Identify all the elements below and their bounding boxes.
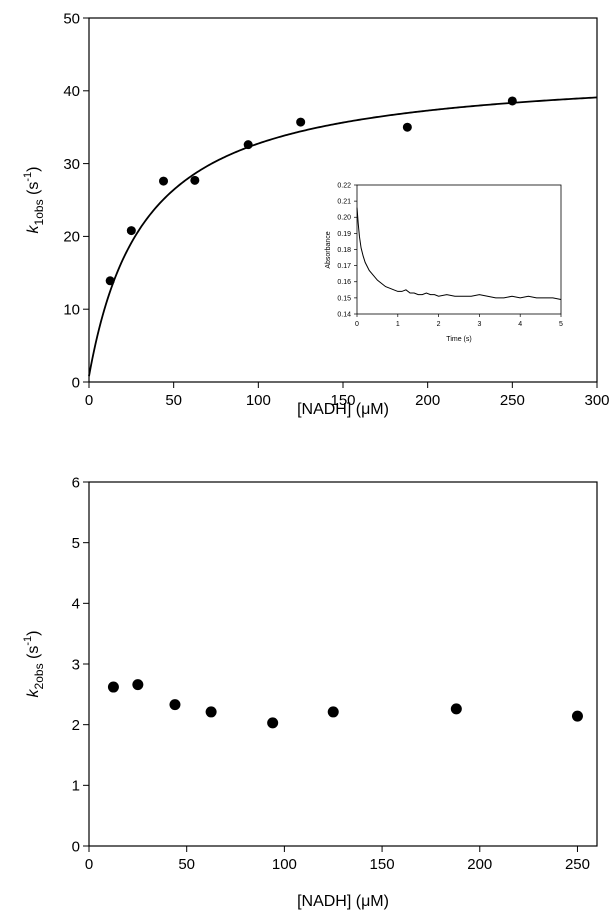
chart-bottom-data-point	[327, 706, 339, 718]
chart-bottom-x-tick-label: 50	[178, 856, 195, 873]
chart-bottom-x-tick-label: 200	[467, 856, 492, 873]
chart-bottom-y-label-base: (s	[25, 646, 42, 664]
inset-y-tick-label: 0.17	[337, 263, 351, 270]
chart-bottom-data-point	[571, 710, 583, 722]
inset-y-tick-label: 0.16	[337, 279, 351, 286]
chart-top-y-tick-label: 30	[63, 156, 80, 173]
chart-top-x-tick-label: 300	[584, 392, 609, 409]
chart-top-y-tick-label: 10	[63, 301, 80, 318]
chart-top-data-point	[190, 175, 200, 185]
chart-top-x-tick-label: 200	[415, 392, 440, 409]
chart-top-x-tick-label: 250	[500, 392, 525, 409]
chart-top-data-point	[243, 140, 253, 150]
inset-frame	[356, 184, 562, 315]
chart-top-x-label: [NADH] (μM)	[297, 401, 389, 418]
chart-bottom-data-point	[205, 706, 217, 718]
chart-bottom-y-ticks: 0 1 2 3 4 5 6	[72, 474, 89, 855]
chart-top-points	[105, 96, 517, 286]
chart-bottom-data-point	[267, 717, 279, 729]
chart-top-data-point	[105, 276, 115, 286]
inset-x-tick-label: 0	[355, 321, 359, 328]
chart-bottom-y-label-sup: -1	[22, 636, 34, 646]
inset-y-tick-label: 0.22	[337, 182, 351, 189]
chart-bottom-frame	[88, 481, 598, 847]
chart-top-y-tick-label: 40	[63, 83, 80, 100]
inset-x-tick-label: 2	[437, 321, 441, 328]
chart-top-x-ticks: 0 50 100 150 200 250 300	[85, 382, 610, 409]
chart-bottom-y-label-close: )	[25, 631, 42, 636]
inset-x-tick-label: 5	[559, 321, 563, 328]
chart-top-data-point	[296, 117, 306, 127]
chart-bottom-x-tick-label: 150	[370, 856, 395, 873]
inset-x-tick-label: 3	[477, 321, 481, 328]
chart-top-data-point	[507, 96, 517, 106]
chart-bottom-y-tick-label: 0	[72, 838, 80, 855]
chart-bottom-x-ticks: 0 50 100 150 200 250	[85, 846, 590, 873]
chart-top-y-label-close: )	[25, 167, 42, 172]
chart-top-y-ticks: 0 10 20 30 40 50	[63, 10, 89, 391]
chart-bottom-points	[107, 679, 583, 729]
chart-bottom-y-tick-label: 1	[72, 778, 80, 795]
chart-top-x-tick-label: 150	[330, 392, 355, 409]
chart-bottom-y-label-sub: 2obs	[32, 663, 46, 689]
inset-y-label: Absorbance	[325, 231, 332, 268]
chart-bottom-x-tick-label: 100	[272, 856, 297, 873]
chart-top-x-tick-label: 0	[85, 392, 93, 409]
inset-x-tick-label: 4	[518, 321, 522, 328]
chart-top-y-tick-label: 20	[63, 229, 80, 246]
inset-trace	[356, 207, 562, 300]
chart-bottom-data-point	[107, 681, 119, 693]
chart-bottom-y-label-k: k	[25, 688, 42, 697]
chart-top-x-tick-label: 100	[246, 392, 271, 409]
chart-bottom-y-tick-label: 5	[72, 535, 80, 552]
chart-bottom-y-tick-label: 4	[72, 596, 80, 613]
inset-y-tick-label: 0.20	[337, 215, 351, 222]
chart-top-x-tick-label: 50	[165, 392, 182, 409]
chart-bottom-x-tick-label: 0	[85, 856, 93, 873]
chart-top-y-label-sup: -1	[22, 172, 34, 182]
inset-y-tick-label: 0.19	[337, 231, 351, 238]
chart-top-data-point	[126, 226, 136, 236]
inset-x-tick-label: 1	[396, 321, 400, 328]
chart-top-y-label-base: (s	[25, 182, 42, 200]
chart-bottom-x-label: [NADH] (μM)	[297, 893, 389, 910]
inset-y-tick-label: 0.14	[337, 311, 351, 318]
inset-y-tick-label: 0.18	[337, 247, 351, 254]
chart-bottom-y-label: k2obs (s-1)	[22, 631, 46, 698]
chart-bottom-y-tick-label: 6	[72, 474, 80, 491]
inset-y-tick-label: 0.15	[337, 295, 351, 302]
chart-bottom-y-tick-label: 2	[72, 717, 80, 734]
chart-bottom-data-point	[450, 703, 462, 715]
chart-bottom-data-point	[169, 699, 181, 711]
inset-x-ticks: 0 1 2 3 4 5	[355, 314, 563, 328]
chart-top-data-point	[159, 176, 169, 186]
chart-top-y-tick-label: 0	[72, 374, 80, 391]
chart-bottom-data-point	[132, 679, 144, 691]
chart-bottom-y-tick-label: 3	[72, 656, 80, 673]
chart-top-y-label-sub: 1obs	[32, 199, 46, 225]
chart-bottom: 0 50 100 150 200 250 0 1 2 3 4 5 6 [NADH] (μM) k2ob…	[22, 474, 598, 910]
inset-y-tick-label: 0.21	[337, 199, 351, 206]
chart-top-y-label-k: k	[25, 224, 42, 233]
chart-top-y-tick-label: 50	[63, 10, 80, 27]
chart-top-y-label: k1obs (s-1)	[22, 167, 46, 234]
chart-top-data-point	[402, 122, 412, 132]
inset-y-ticks: 0.14 0.15 0.16 0.17 0.18 0.19 0.20 0.21 0.22	[337, 182, 357, 318]
inset-x-label: Time (s)	[446, 336, 471, 343]
chart-bottom-x-tick-label: 250	[565, 856, 590, 873]
